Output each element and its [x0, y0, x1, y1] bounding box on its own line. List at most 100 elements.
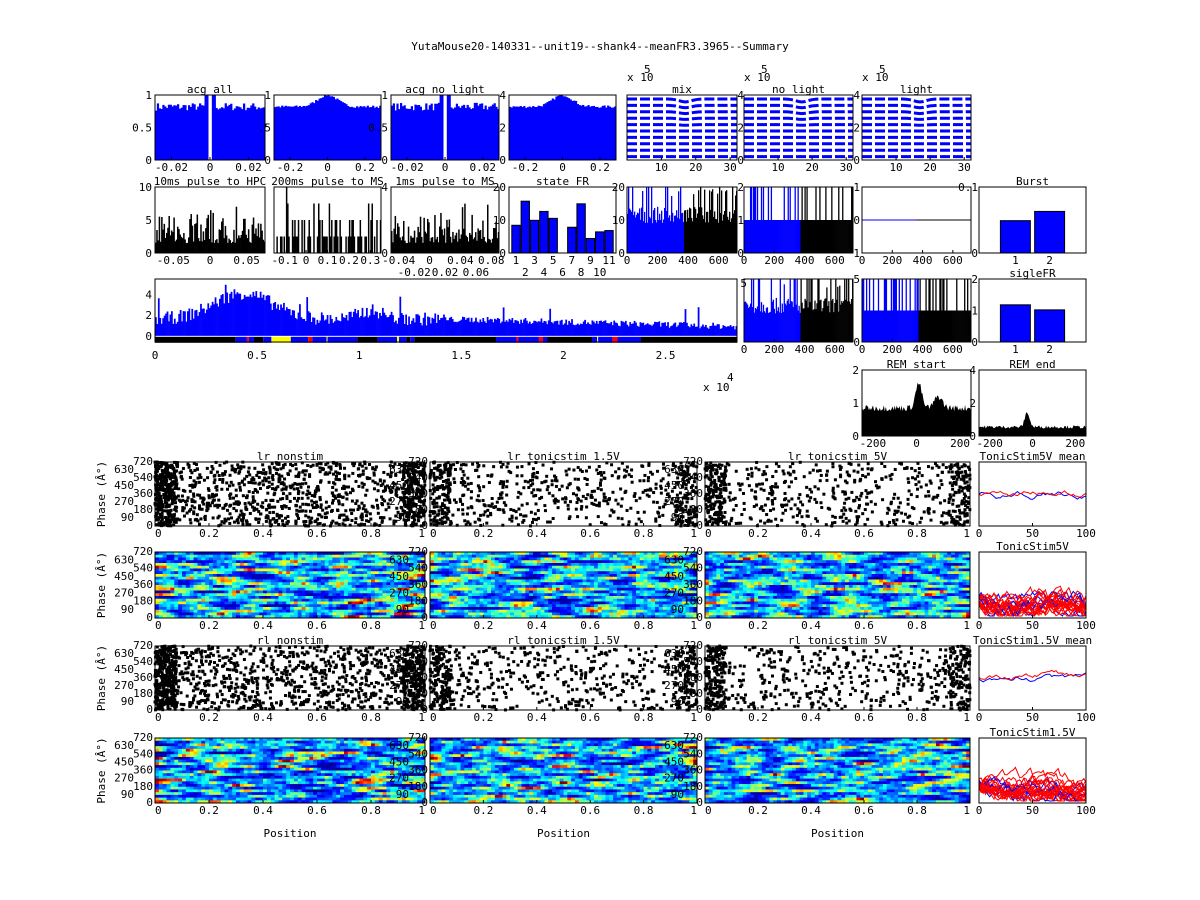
heatmap-cell [197, 557, 202, 561]
spike-point [540, 481, 544, 485]
bar [488, 238, 490, 253]
spike-point [724, 523, 728, 527]
bar [851, 187, 853, 253]
heatmap-cell [236, 565, 241, 569]
bar [473, 102, 476, 160]
spike-point [156, 503, 160, 507]
spike-point [295, 499, 299, 503]
heatmap-cell [162, 560, 168, 564]
heatmap-cell [166, 552, 171, 556]
spike-point [718, 502, 722, 506]
bar [597, 323, 600, 336]
spike-point [477, 463, 481, 467]
bar [225, 235, 228, 253]
spike-point [724, 486, 728, 490]
bar [755, 309, 758, 342]
bar [744, 301, 746, 342]
spike-point [694, 522, 698, 526]
spike-point [405, 489, 409, 493]
spike-point [815, 519, 819, 523]
spike-point [294, 503, 298, 507]
bar [674, 215, 676, 253]
spike-point [913, 469, 917, 473]
bar [550, 322, 553, 336]
bar [489, 318, 492, 336]
bar [576, 323, 579, 336]
spike-point [798, 511, 802, 515]
heatmap-cell [286, 557, 291, 561]
bar [667, 322, 669, 336]
spike-point [705, 474, 709, 478]
bar [307, 105, 311, 160]
bar [211, 301, 214, 336]
bar [293, 236, 295, 253]
bar [191, 225, 194, 253]
bar [759, 220, 762, 253]
bar [440, 212, 442, 253]
bar [727, 216, 729, 253]
spike-point [661, 462, 665, 466]
spike-point [686, 511, 690, 515]
bar [448, 317, 451, 336]
spike-point [579, 507, 583, 511]
bar [329, 96, 332, 160]
spike-point [417, 511, 421, 515]
bar [516, 106, 519, 160]
spike-point [676, 518, 680, 522]
heatmap-cell [174, 554, 179, 558]
spike-point [400, 464, 404, 468]
bar [203, 240, 206, 253]
bar [446, 219, 448, 253]
y-tick-label: 0 [853, 214, 860, 227]
spike-point [505, 465, 509, 469]
spike-point [857, 497, 861, 501]
spike-point [420, 500, 424, 504]
bar [301, 220, 303, 253]
bar [843, 220, 845, 253]
heatmap-cell [155, 554, 160, 558]
bar [333, 236, 335, 253]
spike-point [692, 464, 696, 468]
spike-point [352, 464, 356, 468]
bar [277, 106, 280, 160]
bar [774, 313, 777, 342]
spike-point [326, 461, 330, 465]
spike-point [505, 479, 509, 483]
y-tick-label: 630 [114, 463, 134, 476]
spike-point [339, 466, 343, 470]
spike-point [514, 510, 518, 514]
spike-point [283, 523, 287, 527]
spike-point [596, 472, 600, 476]
bar [956, 279, 958, 342]
bar [180, 107, 183, 160]
heatmap-cell [355, 557, 360, 561]
heatmap-cell [216, 563, 222, 567]
heatmap-cell [270, 552, 276, 556]
heatmap-cell [413, 552, 418, 556]
spike-point [237, 471, 241, 475]
bar [762, 304, 765, 342]
spike-point [719, 479, 723, 483]
bar [258, 237, 261, 253]
spike-point [298, 505, 302, 509]
spike-point [407, 489, 411, 493]
spike-point [448, 463, 452, 467]
spike-point [408, 467, 412, 471]
spike-point [676, 499, 680, 503]
bar [701, 207, 703, 253]
spike-point [621, 523, 625, 527]
spike-point [429, 471, 433, 475]
x-tick-label: 0 [207, 254, 214, 267]
spike-point [402, 495, 406, 499]
heatmap-cell [174, 563, 179, 567]
bar [377, 107, 380, 160]
spike-point [234, 494, 238, 498]
spike-point [231, 483, 235, 487]
bar [249, 294, 252, 336]
spike-point [248, 523, 252, 527]
bar [313, 203, 315, 253]
bar [676, 210, 678, 253]
bar [163, 315, 166, 336]
heatmap-cell [413, 565, 418, 569]
spike-point [163, 470, 167, 474]
